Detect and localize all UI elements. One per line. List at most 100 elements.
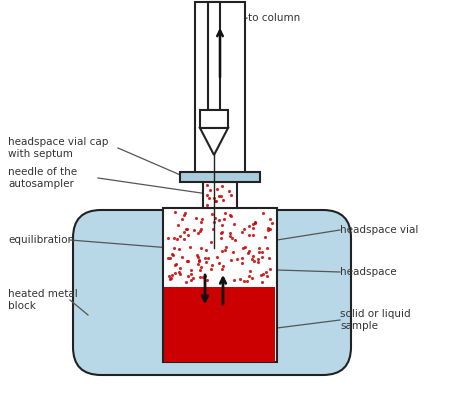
Point: [194, 254, 202, 260]
Point: [203, 277, 210, 284]
Point: [241, 244, 248, 251]
Point: [178, 216, 186, 222]
Point: [248, 256, 256, 262]
Point: [183, 226, 191, 232]
Point: [190, 275, 197, 281]
Point: [203, 182, 211, 188]
Point: [240, 226, 248, 232]
Point: [176, 233, 184, 239]
Point: [193, 252, 201, 258]
Point: [263, 273, 270, 279]
Point: [264, 227, 272, 233]
Point: [219, 183, 226, 189]
Point: [198, 245, 205, 251]
Point: [180, 211, 187, 218]
Point: [218, 222, 225, 229]
Point: [203, 202, 210, 209]
Point: [265, 255, 273, 261]
Point: [204, 255, 212, 261]
Text: headspace: headspace: [340, 267, 397, 277]
Point: [244, 250, 251, 256]
Point: [245, 223, 253, 229]
Point: [218, 265, 226, 272]
Point: [221, 247, 229, 253]
Text: needle of the
autosampler: needle of the autosampler: [8, 167, 77, 189]
Bar: [164, 287, 275, 362]
Point: [249, 253, 256, 259]
Point: [211, 215, 219, 221]
Point: [182, 279, 190, 285]
Point: [192, 215, 200, 221]
Point: [218, 230, 225, 236]
Point: [184, 231, 192, 238]
Point: [231, 277, 238, 283]
Point: [221, 209, 228, 216]
Point: [259, 210, 267, 216]
Point: [198, 264, 205, 271]
Point: [239, 245, 246, 251]
Point: [240, 278, 248, 284]
Point: [194, 261, 201, 267]
Point: [251, 219, 259, 225]
Point: [172, 269, 179, 276]
Point: [183, 258, 191, 265]
Point: [262, 269, 269, 276]
Point: [167, 275, 174, 281]
Point: [236, 275, 243, 282]
Point: [233, 256, 241, 262]
Point: [255, 255, 262, 262]
Point: [245, 232, 253, 238]
Point: [227, 233, 234, 239]
Point: [212, 198, 220, 205]
Point: [201, 273, 209, 279]
Point: [202, 259, 210, 265]
Point: [261, 233, 268, 240]
Point: [174, 221, 182, 228]
Point: [175, 246, 182, 252]
Point: [225, 188, 233, 194]
Point: [198, 215, 206, 222]
Point: [168, 272, 175, 278]
Point: [250, 258, 257, 265]
Point: [229, 249, 237, 255]
Text: equilibration: equilibration: [8, 235, 74, 245]
Bar: [180, 172, 260, 182]
Point: [264, 225, 272, 231]
Point: [182, 226, 190, 232]
Point: [170, 245, 178, 251]
Text: to column: to column: [248, 13, 300, 23]
Point: [210, 219, 218, 225]
Point: [180, 229, 187, 235]
Point: [187, 277, 195, 284]
Point: [184, 258, 192, 264]
Point: [245, 248, 253, 254]
Bar: [163, 208, 277, 362]
Point: [178, 254, 186, 260]
Point: [213, 254, 221, 260]
Point: [227, 212, 235, 219]
Point: [171, 262, 179, 268]
Polygon shape: [200, 128, 228, 155]
Point: [230, 221, 238, 227]
Point: [195, 257, 203, 263]
Point: [209, 211, 216, 217]
Point: [238, 229, 246, 235]
Point: [164, 255, 172, 261]
Point: [243, 277, 251, 284]
Point: [173, 261, 180, 267]
Point: [231, 237, 238, 243]
Point: [255, 245, 263, 251]
Point: [216, 260, 223, 267]
Point: [238, 259, 246, 266]
Point: [263, 245, 271, 251]
Point: [266, 226, 273, 232]
Point: [260, 271, 267, 277]
Point: [170, 235, 178, 241]
Point: [217, 235, 225, 241]
Bar: [203, 182, 237, 208]
Point: [220, 216, 228, 222]
Point: [194, 230, 201, 236]
Point: [248, 275, 256, 282]
Point: [223, 244, 230, 250]
Point: [195, 258, 203, 264]
